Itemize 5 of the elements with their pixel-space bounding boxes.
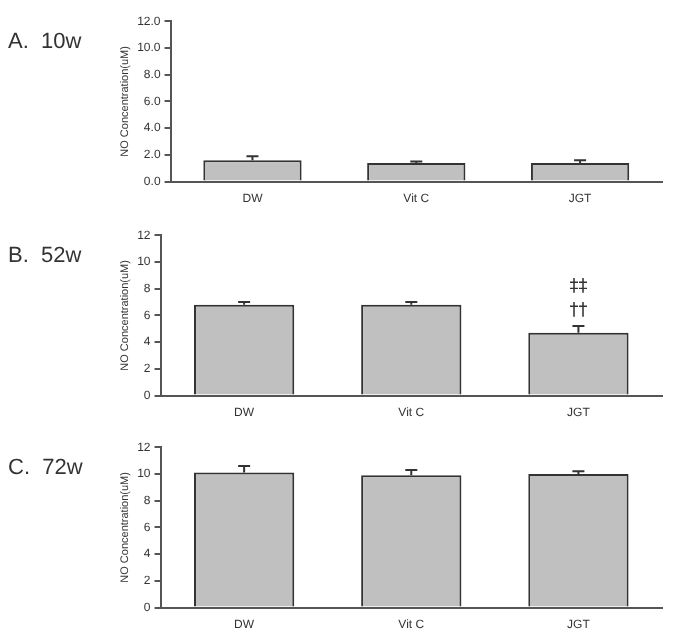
chart-title: B. 52w	[8, 244, 82, 268]
annotation: ††	[569, 300, 589, 321]
annotation: ‡‡	[569, 276, 589, 297]
chart-title: A. 10w	[8, 30, 82, 54]
chart-title: C. 72w	[8, 456, 83, 480]
